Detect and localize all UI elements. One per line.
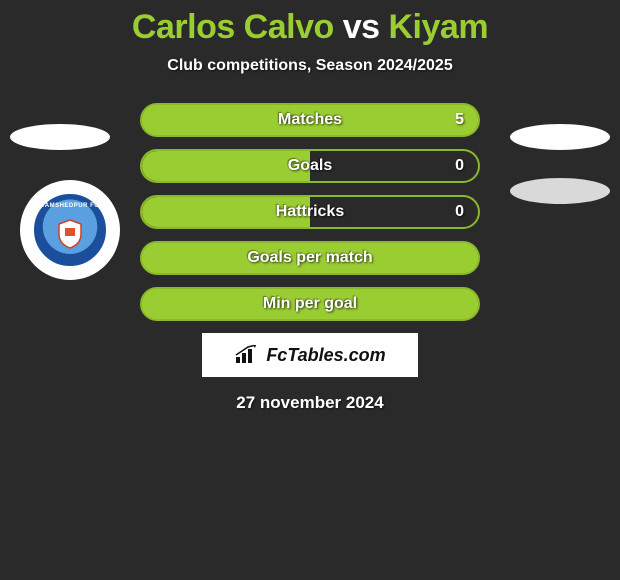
stat-value: 0 bbox=[455, 157, 464, 175]
title-player1: Carlos Calvo bbox=[132, 8, 334, 46]
bar-chart-icon bbox=[234, 345, 260, 365]
player1-club-badge: JAMSHEDPUR FC bbox=[20, 180, 120, 280]
stat-value: 5 bbox=[455, 111, 464, 129]
player2-club-placeholder bbox=[510, 178, 610, 204]
subtitle: Club competitions, Season 2024/2025 bbox=[0, 57, 620, 75]
branding-banner: FcTables.com bbox=[202, 333, 418, 377]
page-title: Carlos Calvo vs Kiyam bbox=[0, 0, 620, 47]
stat-label: Hattricks bbox=[142, 203, 478, 221]
stat-label: Goals bbox=[142, 157, 478, 175]
stat-value: 0 bbox=[455, 203, 464, 221]
stat-row: Min per goal bbox=[140, 287, 480, 321]
badge-outer-ring: JAMSHEDPUR FC bbox=[20, 180, 120, 280]
player1-avatar-placeholder bbox=[10, 124, 110, 150]
stat-row: Hattricks0 bbox=[140, 195, 480, 229]
stat-row: Matches5 bbox=[140, 103, 480, 137]
title-vs: vs bbox=[334, 8, 389, 46]
player2-avatar-placeholder bbox=[510, 124, 610, 150]
shield-icon bbox=[56, 218, 84, 250]
stat-label: Min per goal bbox=[142, 295, 478, 313]
stat-row: Goals0 bbox=[140, 149, 480, 183]
badge-text: JAMSHEDPUR FC bbox=[37, 203, 103, 209]
date-label: 27 november 2024 bbox=[0, 393, 620, 413]
stat-label: Goals per match bbox=[142, 249, 478, 267]
stat-row: Goals per match bbox=[140, 241, 480, 275]
stat-label: Matches bbox=[142, 111, 478, 129]
title-player2: Kiyam bbox=[389, 8, 489, 46]
badge-inner: JAMSHEDPUR FC bbox=[34, 194, 106, 266]
branding-text: FcTables.com bbox=[266, 345, 385, 366]
stats-container: Matches5Goals0Hattricks0Goals per matchM… bbox=[140, 103, 480, 321]
